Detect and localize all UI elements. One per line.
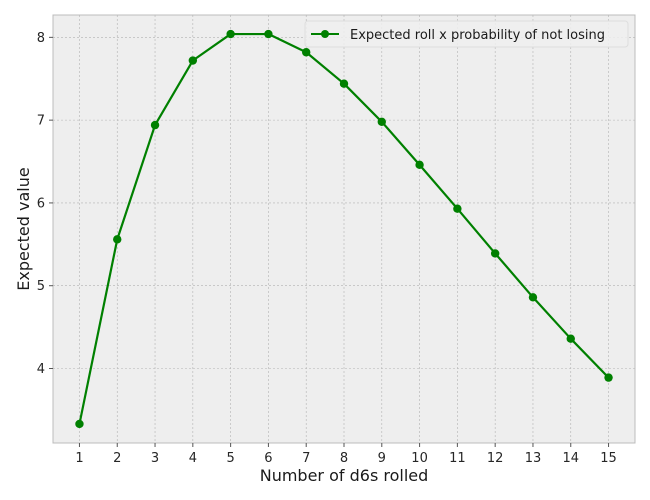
- data-point: [453, 204, 462, 213]
- x-tick-label: 7: [302, 451, 310, 466]
- legend-box: [304, 20, 629, 48]
- x-tick-label: 9: [378, 451, 386, 466]
- x-tick-label: 14: [562, 451, 579, 466]
- y-axis-ticks: 4 5 6 7 8: [37, 31, 53, 377]
- y-axis-label: Expected value: [14, 167, 33, 290]
- x-tick-label: 11: [449, 451, 466, 466]
- data-point: [188, 56, 198, 65]
- y-tick-label: 6: [37, 196, 45, 211]
- data-point: [150, 120, 160, 130]
- data-point: [377, 117, 386, 126]
- x-tick-label: 1: [75, 451, 83, 466]
- x-tick-label: 5: [226, 451, 234, 466]
- data-point: [75, 419, 84, 429]
- legend-marker-swatch: [321, 30, 329, 38]
- data-point: [566, 334, 575, 343]
- x-tick-label: 15: [600, 451, 617, 466]
- data-point: [415, 160, 424, 170]
- data-point: [226, 29, 235, 39]
- x-tick-label: 4: [189, 451, 197, 466]
- x-tick-label: 2: [113, 451, 121, 466]
- data-point: [528, 293, 538, 302]
- legend-entry-label: Expected roll x probability of not losin…: [350, 28, 605, 43]
- x-tick-label: 13: [525, 451, 542, 466]
- x-tick-label: 3: [151, 451, 159, 466]
- legend: Expected roll x probability of not losin…: [304, 20, 629, 48]
- y-tick-label: 5: [37, 279, 45, 294]
- x-tick-label: 12: [487, 451, 504, 466]
- x-axis-ticks: 1 2 3 4 5 6 7 8 9 10 11 12 13 14 15: [75, 443, 617, 466]
- data-point: [264, 29, 273, 39]
- data-point: [339, 79, 349, 88]
- y-tick-label: 8: [37, 31, 45, 46]
- data-point: [490, 249, 500, 258]
- x-tick-label: 8: [340, 451, 348, 466]
- series-layer: [75, 29, 613, 429]
- x-axis-label: Number of d6s rolled: [260, 466, 429, 485]
- data-point: [604, 373, 613, 382]
- x-tick-label: 6: [264, 451, 272, 466]
- y-tick-label: 7: [37, 114, 45, 129]
- y-tick-label: 4: [37, 362, 45, 377]
- data-point: [113, 235, 122, 244]
- x-tick-label: 10: [411, 451, 428, 466]
- data-point: [302, 48, 311, 57]
